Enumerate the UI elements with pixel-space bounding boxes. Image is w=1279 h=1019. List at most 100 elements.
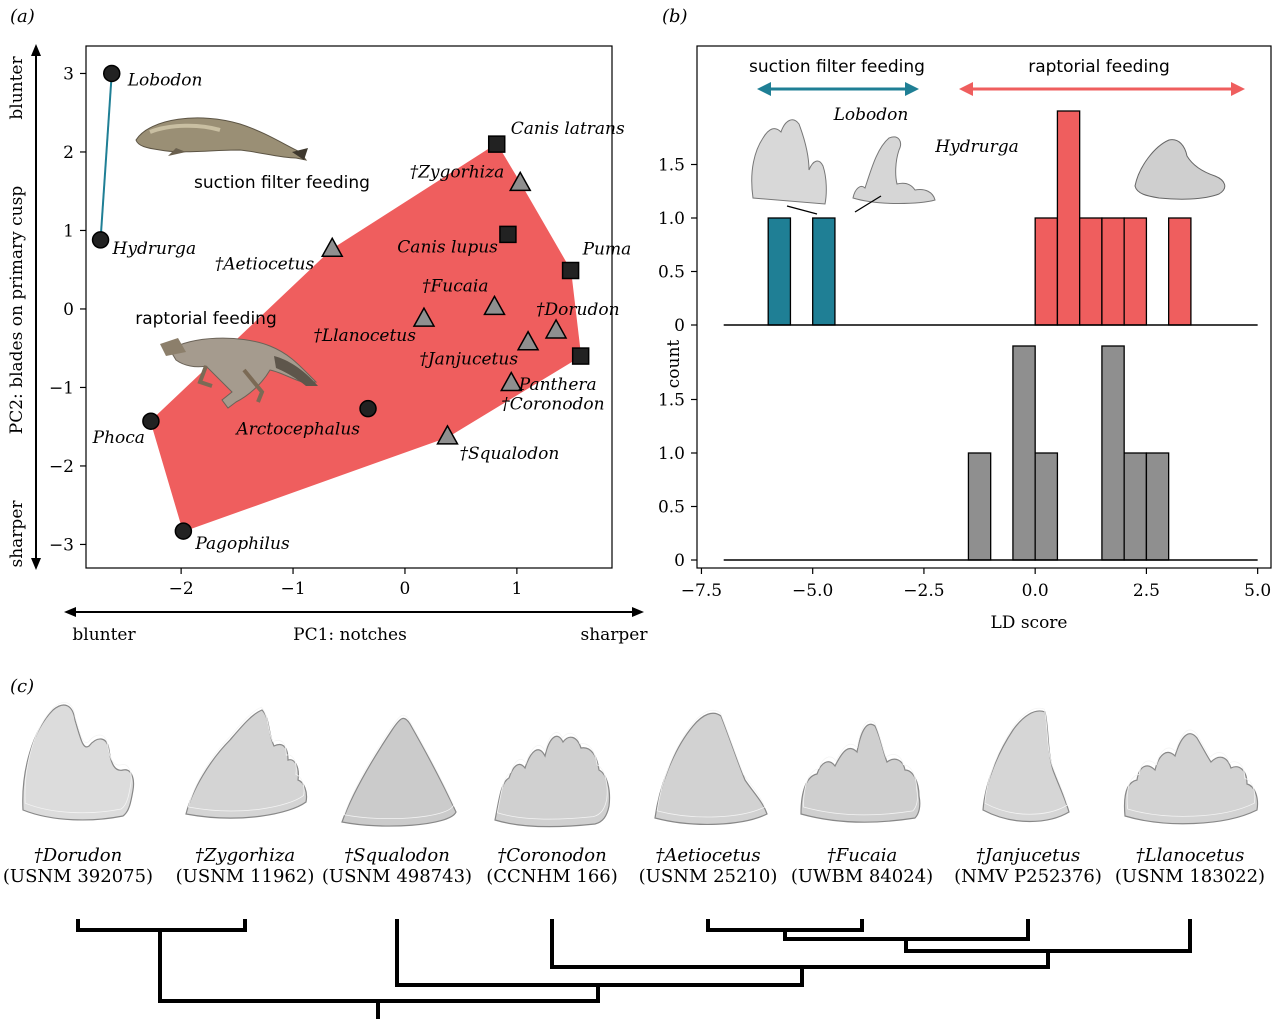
tree-branch-root <box>158 928 600 1003</box>
lda-x-tick-label: 2.5 <box>1133 581 1160 601</box>
lda-x-tick-label: −7.5 <box>681 581 722 601</box>
suction-connector-line <box>99 73 113 240</box>
tooth-column-llanocetus: †Llanocetus (USNM 183022) <box>1105 690 1275 888</box>
scatter-point-puma <box>561 261 580 280</box>
lda-ylabel: count <box>664 340 684 389</box>
lda-raptorial-label: raptorial feeding <box>1028 57 1170 77</box>
lda-y-tick-label: 0.5 <box>659 263 685 283</box>
scatter-label-canis-latrans: Canis latrans <box>511 119 625 139</box>
lobodon-pointer <box>786 205 818 215</box>
lobodon-tooth-image <box>751 119 827 205</box>
scatter-label-janjucetus: †Janjucetus <box>419 350 518 370</box>
raptorial-histogram-bar <box>1101 217 1125 326</box>
pca-y-tick-label: 1 <box>63 221 74 241</box>
scatter-label-pagophilus: Pagophilus <box>194 534 290 554</box>
scatter-point-hydrurga <box>91 231 110 249</box>
panel-label-a: (a) <box>10 6 35 27</box>
tooth-name-label: †Squalodon <box>344 845 450 866</box>
pca-y-tick-label: 3 <box>63 64 74 84</box>
scatter-point-zygorhiza <box>508 170 532 192</box>
scatter-point-pagophilus <box>174 522 193 540</box>
phylogeny-tree <box>76 919 1192 1019</box>
tooth-column-coronodon: †Coronodon (CCNHM 166) <box>467 690 637 888</box>
raptorial-histogram-bar <box>1056 110 1081 326</box>
lda-x-tick-label: 0.0 <box>1022 581 1049 601</box>
lobodon-label: Lobodon <box>833 105 909 125</box>
pca-suction-label: suction filter feeding <box>194 173 370 193</box>
pca-ylabel: PC2: blades on primary cusp <box>7 186 27 435</box>
lda-y-tick-label: 0.5 <box>659 498 685 518</box>
raptorial-histogram-bar <box>1034 217 1059 326</box>
lda-x-tick-label: 5.0 <box>1244 581 1271 601</box>
pca-x-tick-label: −2 <box>169 579 194 599</box>
scatter-label-squalodon: †Squalodon <box>459 444 559 464</box>
tooth-specimen-label: (UWBM 84024) <box>790 866 934 887</box>
fossil-histogram-bar <box>1101 345 1125 561</box>
scatter-point-coronodon <box>500 370 523 392</box>
scatter-point-fucaia <box>483 294 506 316</box>
tree-branch-coronodon-mysticetes <box>550 919 1050 969</box>
pca-x-direction-arrow <box>64 607 644 617</box>
tooth-column-aetiocetus: †Aetiocetus (USNM 25210) <box>623 690 793 888</box>
carnivore-tooth-image <box>1134 139 1226 200</box>
hydrurga-pointer <box>854 195 882 213</box>
pca-x-tick-label: −1 <box>281 579 306 599</box>
raptorial-histogram-bar <box>1079 217 1103 326</box>
suction-histogram-bar <box>812 217 836 326</box>
lda-y-tick-label: 0 <box>674 316 685 336</box>
scatter-point-canis-lupus <box>499 225 517 244</box>
scatter-point-canis-latrans <box>487 135 506 153</box>
tooth-specimen-label: (CCNHM 166) <box>486 866 618 887</box>
scatter-point-dorudon <box>544 318 568 339</box>
pca-y-bottom-word: sharper <box>7 500 27 568</box>
scatter-label-llanocetus: †Llanocetus <box>313 326 416 346</box>
scatter-label-canis-lupus: Canis lupus <box>397 237 498 257</box>
panel-label-b: (b) <box>662 6 688 27</box>
pca-x-tick-label: 1 <box>511 579 522 599</box>
hydrurga-tooth-image <box>852 136 936 204</box>
suction-histogram-bar <box>767 217 792 326</box>
pca-scatter-plot: −2 −1 0 1 −3 −2 −1 0 1 2 3 Lobodon Hydrurga Phoca Pag… <box>7 44 648 645</box>
scatter-point-phoca <box>142 412 160 430</box>
lda-y-tick-label: 1.5 <box>659 391 685 411</box>
lda-xlabel: LD score <box>991 613 1068 633</box>
tooth-column-squalodon: †Squalodon (USNM 498743) <box>312 690 482 888</box>
tooth-name-label: †Dorudon <box>33 845 123 866</box>
raptorial-histogram-bar <box>1168 217 1192 326</box>
tooth-image-aetiocetus <box>654 710 768 825</box>
tooth-name-label: †Aetiocetus <box>655 845 761 866</box>
pca-raptorial-label: raptorial feeding <box>135 309 277 329</box>
scatter-point-llanocetus <box>412 306 436 327</box>
tooth-column-zygorhiza: †Zygorhiza (USNM 11962) <box>160 690 330 888</box>
pca-y-tick-label: 2 <box>63 143 74 163</box>
seal-illustration <box>135 117 308 161</box>
scatter-label-panthera: Panthera <box>518 375 597 395</box>
scatter-label-dorudon: †Dorudon <box>536 300 620 320</box>
scatter-label-fucaia: †Fucaia <box>422 276 488 296</box>
tooth-image-squalodon <box>341 714 457 827</box>
coyote-illustration <box>160 337 318 409</box>
pca-x-right-word: sharper <box>580 625 648 645</box>
fossil-histogram-bar <box>1012 345 1036 561</box>
tooth-name-label: †Janjucetus <box>975 845 1081 866</box>
tooth-specimen-label: (USNM 183022) <box>1114 866 1266 887</box>
scatter-point-panthera <box>571 347 590 365</box>
tooth-specimen-label: (USNM 25210) <box>638 866 778 887</box>
fossil-histogram-bar <box>967 452 992 561</box>
scatter-point-aetiocetus <box>320 236 344 258</box>
tooth-column-fucaia: †Fucaia (UWBM 84024) <box>777 690 947 888</box>
pca-y-direction-arrow <box>31 44 41 570</box>
scatter-label-arctocephalus: Arctocephalus <box>234 420 360 440</box>
lda-raptorial-arrow <box>959 82 1245 96</box>
pca-y-tick-label: 0 <box>63 300 74 320</box>
tooth-image-zygorhiza <box>185 706 308 819</box>
tooth-name-label: †Llanocetus <box>1135 845 1245 866</box>
tooth-image-llanocetus <box>1123 729 1259 825</box>
panel-label-c: (c) <box>10 676 35 697</box>
scatter-label-aetiocetus: †Aetiocetus <box>215 254 315 274</box>
tooth-image-fucaia <box>800 720 921 823</box>
pca-x-left-word: blunter <box>72 625 136 645</box>
scatter-label-coronodon: †Coronodon <box>501 395 604 415</box>
lda-y-tick-label: 1.0 <box>659 444 685 464</box>
scatter-point-arctocephalus <box>359 399 377 418</box>
